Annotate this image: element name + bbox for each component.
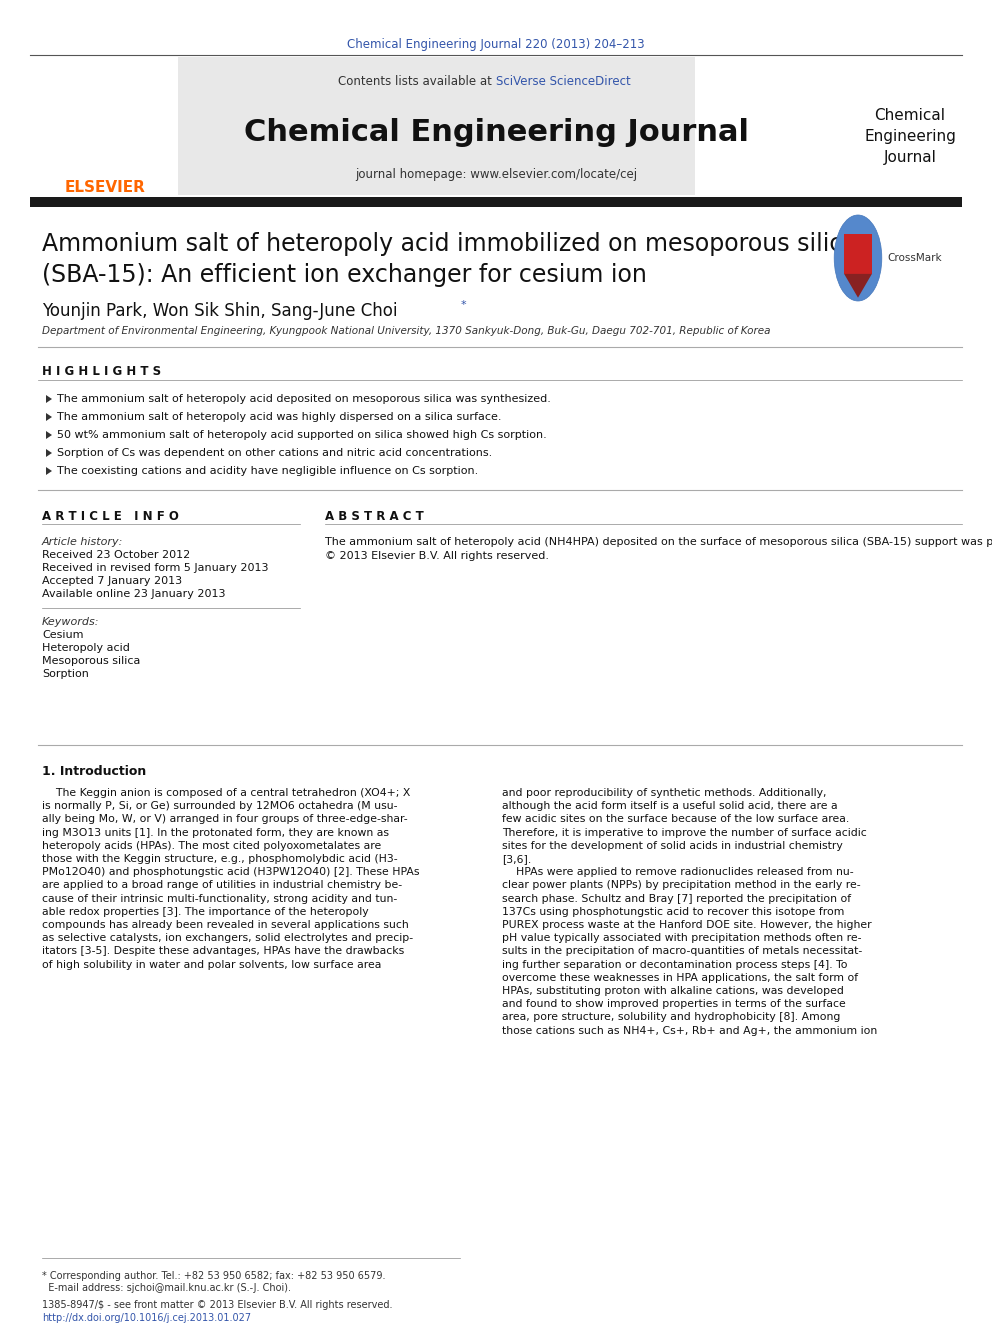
Text: Sorption of Cs was dependent on other cations and nitric acid concentrations.: Sorption of Cs was dependent on other ca… bbox=[57, 448, 492, 458]
Text: Contents lists available at: Contents lists available at bbox=[338, 75, 496, 89]
Text: A B S T R A C T: A B S T R A C T bbox=[325, 509, 424, 523]
Text: pH value typically associated with precipitation methods often re-: pH value typically associated with preci… bbox=[502, 933, 861, 943]
Text: ing M3O13 units [1]. In the protonated form, they are known as: ing M3O13 units [1]. In the protonated f… bbox=[42, 828, 389, 837]
Text: Department of Environmental Engineering, Kyungpook National University, 1370 San: Department of Environmental Engineering,… bbox=[42, 325, 771, 336]
Text: The coexisting cations and acidity have negligible influence on Cs sorption.: The coexisting cations and acidity have … bbox=[57, 466, 478, 476]
Text: E-mail address: sjchoi@mail.knu.ac.kr (S.-J. Choi).: E-mail address: sjchoi@mail.knu.ac.kr (S… bbox=[42, 1283, 291, 1293]
Text: 137Cs using phosphotungstic acid to recover this isotope from: 137Cs using phosphotungstic acid to reco… bbox=[502, 906, 844, 917]
Text: PMo12O40) and phosphotungstic acid (H3PW12O40) [2]. These HPAs: PMo12O40) and phosphotungstic acid (H3PW… bbox=[42, 867, 420, 877]
Text: search phase. Schultz and Bray [7] reported the precipitation of: search phase. Schultz and Bray [7] repor… bbox=[502, 893, 851, 904]
Text: overcome these weaknesses in HPA applications, the salt form of: overcome these weaknesses in HPA applica… bbox=[502, 972, 858, 983]
Polygon shape bbox=[46, 431, 52, 439]
Text: ing further separation or decontamination process steps [4]. To: ing further separation or decontaminatio… bbox=[502, 959, 847, 970]
Text: heteropoly acids (HPAs). The most cited polyoxometalates are: heteropoly acids (HPAs). The most cited … bbox=[42, 841, 381, 851]
Text: are applied to a broad range of utilities in industrial chemistry be-: are applied to a broad range of utilitie… bbox=[42, 880, 402, 890]
Text: SciVerse ScienceDirect: SciVerse ScienceDirect bbox=[496, 75, 631, 89]
Text: CrossMark: CrossMark bbox=[888, 253, 942, 263]
Polygon shape bbox=[46, 448, 52, 456]
Text: 50 wt% ammonium salt of heteropoly acid supported on silica showed high Cs sorpt: 50 wt% ammonium salt of heteropoly acid … bbox=[57, 430, 547, 441]
Text: and found to show improved properties in terms of the surface: and found to show improved properties in… bbox=[502, 999, 846, 1009]
Text: compounds has already been revealed in several applications such: compounds has already been revealed in s… bbox=[42, 919, 409, 930]
Text: although the acid form itself is a useful solid acid, there are a: although the acid form itself is a usefu… bbox=[502, 802, 837, 811]
Text: sults in the precipitation of macro-quantities of metals necessitat-: sults in the precipitation of macro-quan… bbox=[502, 946, 862, 957]
Text: H I G H L I G H T S: H I G H L I G H T S bbox=[42, 365, 161, 378]
Text: A R T I C L E   I N F O: A R T I C L E I N F O bbox=[42, 509, 179, 523]
Polygon shape bbox=[46, 467, 52, 475]
Text: is normally P, Si, or Ge) surrounded by 12MO6 octahedra (M usu-: is normally P, Si, or Ge) surrounded by … bbox=[42, 802, 398, 811]
Text: Available online 23 January 2013: Available online 23 January 2013 bbox=[42, 589, 225, 599]
Text: Received in revised form 5 January 2013: Received in revised form 5 January 2013 bbox=[42, 564, 269, 573]
Text: and poor reproducibility of synthetic methods. Additionally,: and poor reproducibility of synthetic me… bbox=[502, 789, 826, 798]
Text: * Corresponding author. Tel.: +82 53 950 6582; fax: +82 53 950 6579.: * Corresponding author. Tel.: +82 53 950… bbox=[42, 1271, 386, 1281]
Text: cause of their intrinsic multi-functionality, strong acidity and tun-: cause of their intrinsic multi-functiona… bbox=[42, 893, 397, 904]
Text: able redox properties [3]. The importance of the heteropoly: able redox properties [3]. The importanc… bbox=[42, 906, 369, 917]
Text: clear power plants (NPPs) by precipitation method in the early re-: clear power plants (NPPs) by precipitati… bbox=[502, 880, 861, 890]
Text: The Keggin anion is composed of a central tetrahedron (XO4+; X: The Keggin anion is composed of a centra… bbox=[42, 789, 411, 798]
Bar bbox=[30, 197, 962, 206]
Text: Mesoporous silica: Mesoporous silica bbox=[42, 656, 141, 665]
Text: Keywords:: Keywords: bbox=[42, 617, 99, 627]
Text: journal homepage: www.elsevier.com/locate/cej: journal homepage: www.elsevier.com/locat… bbox=[355, 168, 637, 181]
Text: Article history:: Article history: bbox=[42, 537, 123, 546]
Text: Younjin Park, Won Sik Shin, Sang-June Choi: Younjin Park, Won Sik Shin, Sang-June Ch… bbox=[42, 302, 403, 320]
Text: Cesium: Cesium bbox=[42, 630, 83, 640]
Text: 1. Introduction: 1. Introduction bbox=[42, 765, 146, 778]
Text: those cations such as NH4+, Cs+, Rb+ and Ag+, the ammonium ion: those cations such as NH4+, Cs+, Rb+ and… bbox=[502, 1025, 877, 1036]
Text: itators [3-5]. Despite these advantages, HPAs have the drawbacks: itators [3-5]. Despite these advantages,… bbox=[42, 946, 405, 957]
Text: Ammonium salt of heteropoly acid immobilized on mesoporous silica
(SBA-15): An e: Ammonium salt of heteropoly acid immobil… bbox=[42, 232, 857, 287]
Text: ally being Mo, W, or V) arranged in four groups of three-edge-shar-: ally being Mo, W, or V) arranged in four… bbox=[42, 815, 408, 824]
Text: Accepted 7 January 2013: Accepted 7 January 2013 bbox=[42, 576, 183, 586]
Text: Received 23 October 2012: Received 23 October 2012 bbox=[42, 550, 190, 560]
Text: Sorption: Sorption bbox=[42, 669, 89, 679]
Text: Chemical Engineering Journal 220 (2013) 204–213: Chemical Engineering Journal 220 (2013) … bbox=[347, 38, 645, 52]
Text: sites for the development of solid acids in industrial chemistry: sites for the development of solid acids… bbox=[502, 841, 843, 851]
Text: Heteropoly acid: Heteropoly acid bbox=[42, 643, 130, 654]
Text: The ammonium salt of heteropoly acid (NH4HPA) deposited on the surface of mesopo: The ammonium salt of heteropoly acid (NH… bbox=[325, 537, 992, 561]
Text: HPAs, substituting proton with alkaline cations, was developed: HPAs, substituting proton with alkaline … bbox=[502, 986, 844, 996]
Text: ELSEVIER: ELSEVIER bbox=[64, 180, 146, 194]
Text: of high solubility in water and polar solvents, low surface area: of high solubility in water and polar so… bbox=[42, 959, 381, 970]
Text: [3,6].: [3,6]. bbox=[502, 855, 532, 864]
Text: few acidic sites on the surface because of the low surface area.: few acidic sites on the surface because … bbox=[502, 815, 849, 824]
Text: Chemical
Engineering
Journal: Chemical Engineering Journal bbox=[864, 108, 956, 165]
Text: Chemical Engineering Journal: Chemical Engineering Journal bbox=[243, 118, 749, 147]
Polygon shape bbox=[844, 274, 872, 298]
Text: as selective catalysts, ion exchangers, solid electrolytes and precip-: as selective catalysts, ion exchangers, … bbox=[42, 933, 413, 943]
Bar bbox=[844, 234, 872, 274]
Text: http://dx.doi.org/10.1016/j.cej.2013.01.027: http://dx.doi.org/10.1016/j.cej.2013.01.… bbox=[42, 1312, 251, 1323]
Text: The ammonium salt of heteropoly acid deposited on mesoporous silica was synthesi: The ammonium salt of heteropoly acid dep… bbox=[57, 394, 551, 404]
Text: Therefore, it is imperative to improve the number of surface acidic: Therefore, it is imperative to improve t… bbox=[502, 828, 867, 837]
Text: The ammonium salt of heteropoly acid was highly dispersed on a silica surface.: The ammonium salt of heteropoly acid was… bbox=[57, 411, 502, 422]
Text: *: * bbox=[460, 300, 466, 310]
Bar bbox=[178, 57, 695, 194]
Text: HPAs were applied to remove radionuclides released from nu-: HPAs were applied to remove radionuclide… bbox=[502, 867, 854, 877]
Text: PUREX process waste at the Hanford DOE site. However, the higher: PUREX process waste at the Hanford DOE s… bbox=[502, 919, 872, 930]
Text: area, pore structure, solubility and hydrophobicity [8]. Among: area, pore structure, solubility and hyd… bbox=[502, 1012, 840, 1023]
Text: 1385-8947/$ - see front matter © 2013 Elsevier B.V. All rights reserved.: 1385-8947/$ - see front matter © 2013 El… bbox=[42, 1301, 393, 1310]
Text: those with the Keggin structure, e.g., phosphomolybdic acid (H3-: those with the Keggin structure, e.g., p… bbox=[42, 855, 398, 864]
Polygon shape bbox=[46, 413, 52, 421]
Ellipse shape bbox=[834, 216, 882, 302]
Polygon shape bbox=[46, 396, 52, 404]
